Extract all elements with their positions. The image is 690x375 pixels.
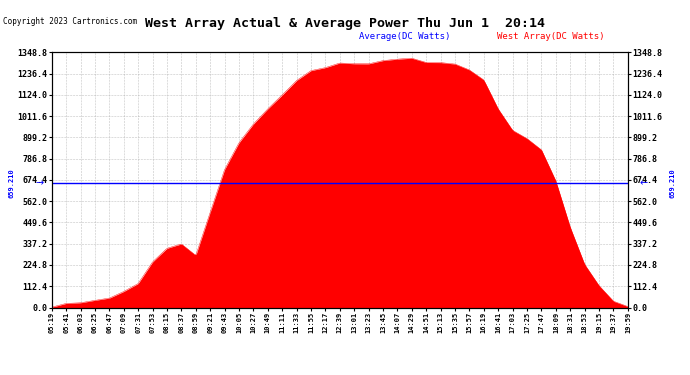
Text: West Array(DC Watts): West Array(DC Watts) xyxy=(497,32,604,41)
Text: 659.210: 659.210 xyxy=(670,168,676,198)
Text: West Array Actual & Average Power Thu Jun 1  20:14: West Array Actual & Average Power Thu Ju… xyxy=(145,17,545,30)
Text: ←: ← xyxy=(639,178,647,188)
Text: 659.210: 659.210 xyxy=(9,168,14,198)
Text: Copyright 2023 Cartronics.com: Copyright 2023 Cartronics.com xyxy=(3,17,137,26)
Text: →: → xyxy=(35,178,43,188)
Text: Average(DC Watts): Average(DC Watts) xyxy=(359,32,450,41)
